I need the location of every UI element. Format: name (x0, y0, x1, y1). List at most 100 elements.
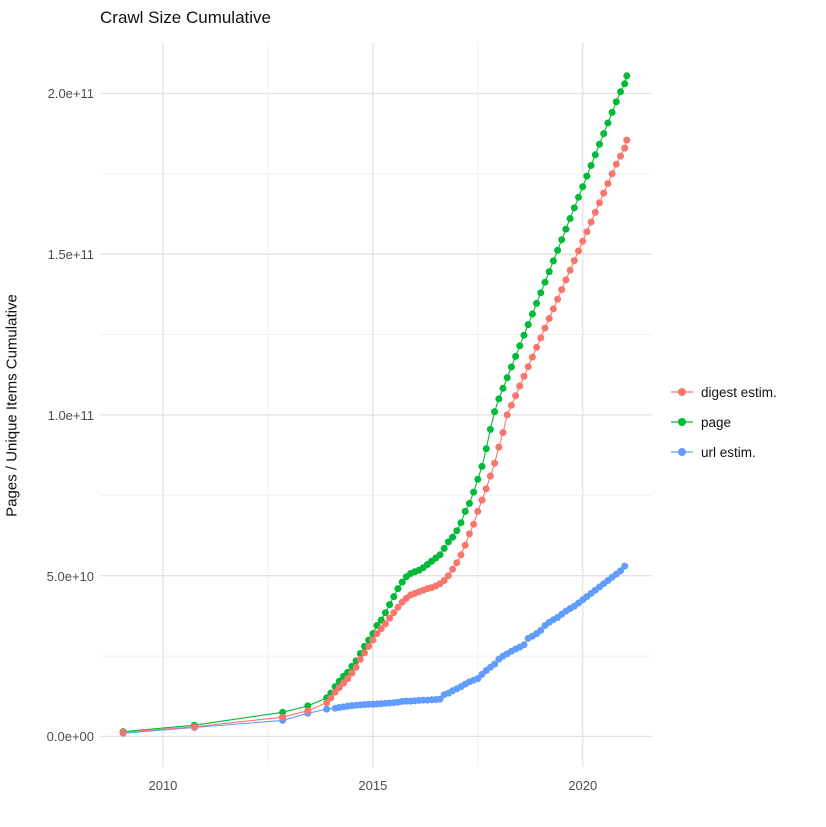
data-point (562, 276, 570, 284)
x-tick-label: 2010 (148, 778, 178, 793)
data-point (444, 572, 452, 580)
data-point (348, 669, 356, 677)
data-point (537, 334, 545, 342)
data-point (537, 626, 545, 634)
data-point (528, 353, 536, 361)
data-point (390, 609, 398, 617)
data-point (394, 585, 402, 593)
data-point (554, 246, 562, 254)
data-point (482, 485, 490, 493)
data-point (587, 218, 595, 226)
plot-panel (100, 42, 652, 767)
data-point (331, 688, 339, 696)
data-point (491, 459, 499, 467)
data-point (503, 411, 511, 419)
data-point (386, 614, 394, 622)
data-point (617, 152, 624, 160)
data-point (541, 324, 549, 332)
y-tick-label: 1.5e+11 (47, 247, 94, 263)
y-axis-title: Pages / Unique Items Cumulative (3, 294, 21, 517)
data-point (621, 144, 629, 152)
data-point (604, 119, 612, 127)
data-point (516, 342, 524, 350)
data-point (604, 180, 612, 187)
data-point (587, 162, 595, 169)
data-point (344, 675, 352, 683)
data-point (520, 331, 528, 339)
data-point (323, 699, 331, 707)
legend: digest estim. page url estim. (670, 377, 777, 467)
data-point (600, 189, 608, 197)
data-point (440, 577, 448, 584)
data-point (323, 705, 331, 713)
data-point (457, 519, 465, 527)
data-point (591, 151, 599, 159)
data-point (608, 108, 616, 116)
data-point (537, 289, 545, 297)
data-point (440, 544, 448, 552)
legend-key-icon (671, 448, 693, 456)
data-point (533, 343, 541, 351)
legend-item-url-estim-: url estim. (670, 437, 777, 467)
legend-key-dot (678, 388, 686, 396)
data-point (499, 384, 507, 392)
data-point (436, 551, 444, 559)
data-point (381, 609, 389, 617)
data-point (491, 408, 499, 416)
data-point (583, 228, 591, 236)
data-point (365, 642, 373, 650)
data-point (470, 520, 478, 528)
data-point (356, 655, 364, 663)
data-point (558, 286, 566, 294)
data-point (596, 199, 603, 207)
data-point (516, 382, 524, 390)
data-point (478, 496, 486, 504)
y-tick-label: 5.0e+10 (46, 568, 94, 584)
data-point (449, 565, 457, 573)
data-point (528, 310, 536, 318)
data-point (465, 530, 473, 538)
data-point (453, 527, 461, 535)
data-point (612, 160, 620, 168)
data-point (304, 702, 312, 710)
data-point (486, 425, 494, 433)
data-point (398, 578, 406, 586)
data-point (621, 80, 629, 88)
data-point (279, 713, 287, 721)
data-point (352, 663, 360, 671)
data-point (361, 649, 368, 657)
data-point (512, 352, 520, 360)
data-point (512, 392, 520, 400)
data-point (279, 708, 287, 716)
data-point (575, 247, 582, 255)
data-point (486, 472, 494, 480)
data-point (373, 630, 381, 638)
data-point (449, 533, 457, 541)
data-point (507, 363, 515, 371)
data-point (377, 625, 385, 633)
data-point (545, 315, 553, 322)
data-point (533, 299, 541, 307)
data-point (457, 551, 465, 559)
data-point (482, 445, 490, 453)
data-point (381, 620, 389, 628)
data-point (566, 266, 574, 274)
data-point (340, 679, 347, 687)
data-point (190, 723, 198, 731)
y-tick-label: 1.0e+11 (47, 407, 94, 423)
data-point (612, 98, 620, 106)
legend-label: page (701, 414, 732, 430)
data-point (119, 728, 127, 736)
legend-key-icon (671, 388, 693, 396)
data-point (617, 567, 624, 575)
data-point (304, 707, 312, 715)
data-point (470, 488, 478, 496)
data-point (465, 499, 473, 507)
data-point (579, 183, 587, 191)
data-point (570, 257, 578, 265)
data-point (491, 660, 499, 668)
data-point (394, 603, 402, 611)
data-point (583, 172, 591, 180)
legend-item-page: page (670, 407, 777, 437)
data-point (549, 257, 557, 265)
